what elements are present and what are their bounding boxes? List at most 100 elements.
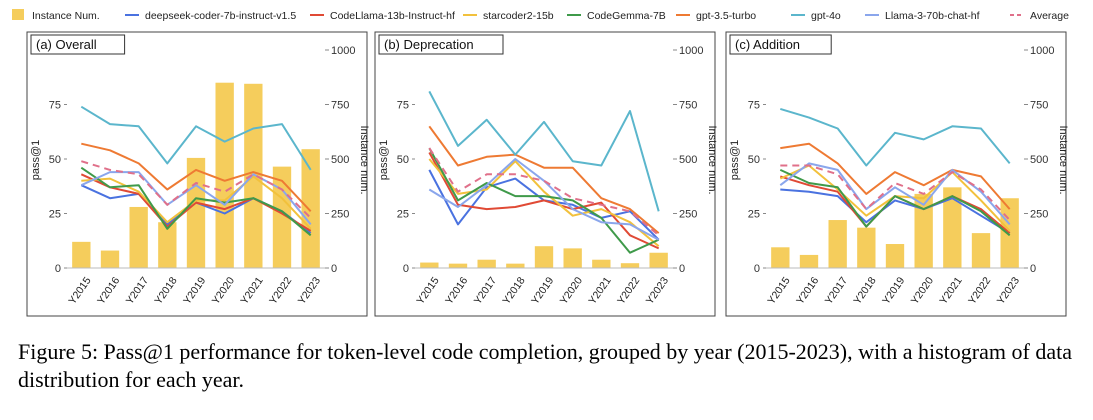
chart-legend: Instance Num. deepseek-coder-7b-instruct-… <box>12 9 1069 22</box>
series-gpt-4o <box>428 90 660 212</box>
bar-y2016 <box>100 250 120 268</box>
x-tick-label: Y2018 <box>500 275 527 307</box>
bar-y2015 <box>72 241 91 268</box>
legend-label: starcoder2-15b <box>483 10 554 22</box>
y2-tick-label: 0 <box>679 263 685 275</box>
panel-title: (a) Overall <box>30 34 126 55</box>
bar-y2017 <box>129 206 148 268</box>
series-codegemma-7b <box>80 166 312 237</box>
y-tick-label: 75 <box>397 100 409 112</box>
bar-y2017 <box>828 220 847 268</box>
x-tick-label: Y2021 <box>937 275 964 307</box>
panel-title: (b) Deprecation <box>378 34 504 55</box>
panel-title-text: (a) Overall <box>36 37 97 52</box>
x-tick-label: Y2015 <box>765 275 792 307</box>
x-tick-label: Y2017 <box>823 275 850 307</box>
x-tick-label: Y2023 <box>995 275 1022 307</box>
bar-y2016 <box>448 263 468 268</box>
legend-label: gpt-3.5-turbo <box>696 10 756 22</box>
x-tick-label: Y2021 <box>586 275 613 307</box>
bar-y2016 <box>799 254 819 268</box>
bar-y2020 <box>914 193 933 268</box>
x-tick-label: Y2019 <box>181 275 208 307</box>
legend-label: deepseek-coder-7b-instruct-v1.5 <box>145 10 296 22</box>
y-tick-label: 75 <box>748 100 760 112</box>
x-tick-label: Y2015 <box>414 275 441 307</box>
y2-tick-label: 1000 <box>331 45 355 57</box>
series-gpt-4o <box>80 105 312 171</box>
x-tick-label: Y2016 <box>443 275 470 307</box>
y2-tick-label: 750 <box>679 100 697 112</box>
y2-tick-label: 500 <box>1030 154 1048 166</box>
bar-y2015 <box>420 262 439 268</box>
series-gpt-3-5-turbo <box>780 142 1011 210</box>
series-codellama-13b-instruct-hf <box>780 175 1011 234</box>
x-tick-label: Y2017 <box>124 275 151 307</box>
bar-y2021 <box>592 259 611 268</box>
y-tick-label: 50 <box>397 154 409 166</box>
series-codellama-13b-instruct-hf <box>80 173 312 232</box>
panel-title-box <box>30 34 126 55</box>
series-gpt-4o <box>780 107 1011 167</box>
series-starcoder2-15b <box>81 175 312 230</box>
y2-tick-label: 500 <box>679 154 697 166</box>
panel-title-text: (c) Addition <box>735 37 800 52</box>
legend-label: Instance Num. <box>32 10 100 22</box>
series-deepseek-coder-7b-instruct-v1-5 <box>780 188 1011 234</box>
y-tick-label: 0 <box>754 263 760 275</box>
legend-item-deepseek-coder-7b-instruct-v1-5: deepseek-coder-7b-instruct-v1.5 <box>125 10 296 22</box>
legend-label: Llama-3-70b-chat-hf <box>885 10 980 22</box>
series-gpt-3-5-turbo <box>81 142 312 212</box>
y-axis-title: pass@1 <box>30 140 42 181</box>
y2-tick-label: 0 <box>331 263 337 275</box>
legend-label: Average <box>1030 10 1069 22</box>
x-tick-label: Y2018 <box>152 275 179 307</box>
y2-axis-title: Instance num. <box>358 125 370 194</box>
panel-title: (c) Addition <box>729 34 832 55</box>
x-tick-label: Y2015 <box>66 275 93 307</box>
series-gpt-3-5-turbo <box>428 125 660 234</box>
bar-y2017 <box>477 259 496 268</box>
series-codegemma-7b <box>428 147 660 254</box>
bar-y2022 <box>620 263 640 268</box>
x-tick-label: Y2022 <box>267 275 294 307</box>
series-average <box>780 164 1011 221</box>
panel-title-box <box>378 34 504 55</box>
x-tick-label: Y2020 <box>558 275 585 307</box>
y2-axis-title: Instance num. <box>706 125 718 194</box>
y-tick-label: 50 <box>49 154 61 166</box>
panel-frame <box>26 31 368 317</box>
series-average <box>428 147 660 237</box>
x-tick-label: Y2022 <box>966 275 993 307</box>
bar-y2018 <box>857 227 876 268</box>
x-tick-label: Y2020 <box>210 275 237 307</box>
legend-swatch <box>12 9 24 20</box>
y2-tick-label: 500 <box>331 154 349 166</box>
y-tick-label: 75 <box>49 100 61 112</box>
y2-tick-label: 250 <box>679 209 697 221</box>
y-tick-label: 0 <box>55 263 61 275</box>
x-tick-label: Y2021 <box>238 275 265 307</box>
y2-tick-label: 250 <box>331 209 349 221</box>
legend-item-codellama-13b-instruct-hf: CodeLlama-13b-Instruct-hf <box>310 10 455 22</box>
bar-y2015 <box>771 247 790 268</box>
x-tick-label: Y2022 <box>615 275 642 307</box>
legend-item-gpt-3-5-turbo: gpt-3.5-turbo <box>676 10 756 22</box>
bar-y2020 <box>563 248 582 268</box>
legend-item-instance-num: Instance Num. <box>12 9 100 22</box>
x-tick-label: Y2019 <box>880 275 907 307</box>
series-llama-3-70b-chat-hf <box>428 158 660 241</box>
legend-item-starcoder2-15b: starcoder2-15b <box>463 10 554 22</box>
series-codegemma-7b <box>779 168 1011 237</box>
bar-y2019 <box>534 246 554 268</box>
y2-tick-label: 1000 <box>1030 45 1054 57</box>
bar-y2019 <box>186 157 206 268</box>
legend-item-average: Average <box>1010 10 1069 22</box>
y2-tick-label: 1000 <box>679 45 703 57</box>
y-tick-label: 25 <box>49 209 61 221</box>
y-axis-title: pass@1 <box>729 140 741 181</box>
bar-y2020 <box>215 82 234 268</box>
